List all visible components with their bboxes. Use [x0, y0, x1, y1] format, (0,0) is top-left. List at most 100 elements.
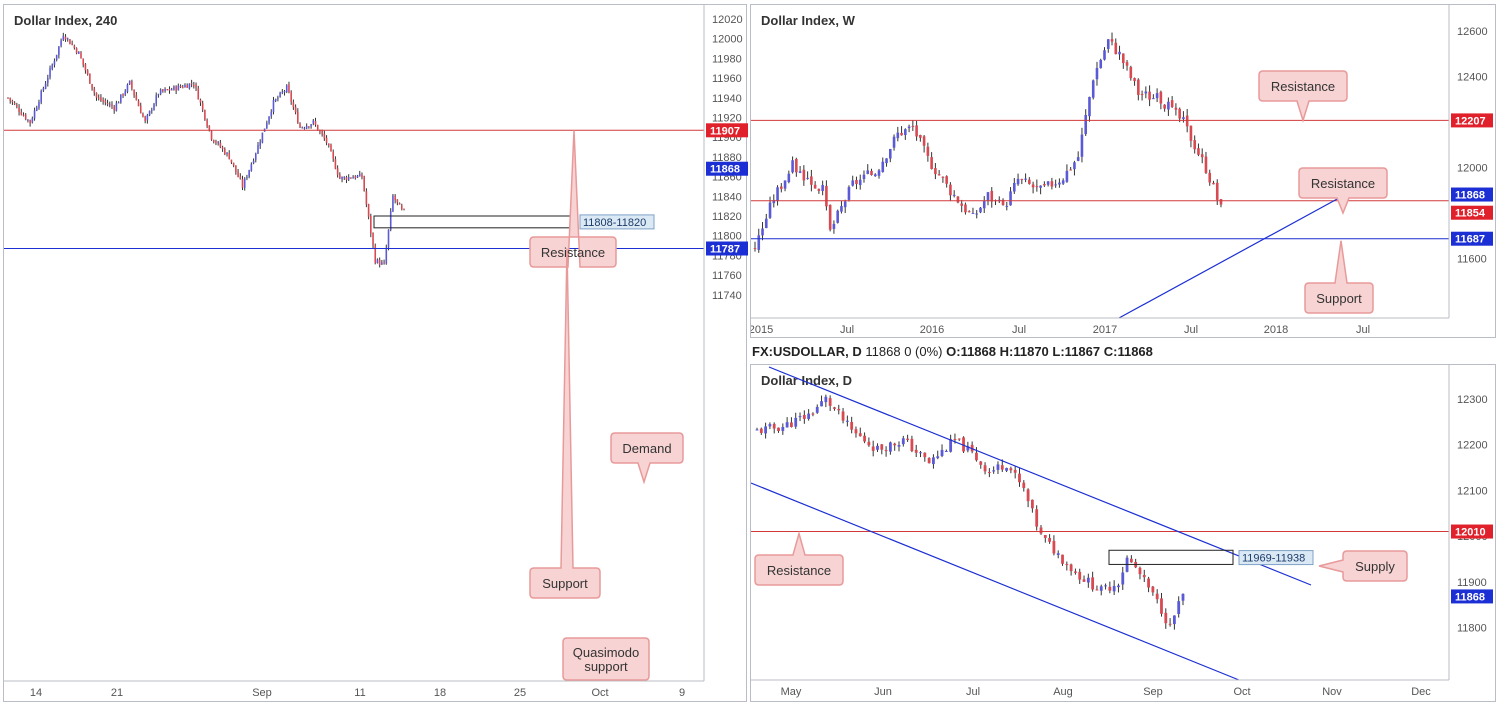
candle-body	[897, 445, 901, 447]
candle-body	[1204, 156, 1208, 173]
candle-body	[1193, 140, 1196, 150]
chart-title-4h: Dollar Index, 240	[14, 13, 118, 28]
candle-body	[193, 84, 195, 86]
candle-body	[811, 413, 815, 415]
chart-4h-svg[interactable]: 11808-1182012020120001198011960119401192…	[4, 5, 748, 703]
candle-body	[330, 144, 332, 152]
channel-upper	[768, 366, 1312, 586]
candle-body	[75, 48, 78, 54]
candle-body	[979, 207, 982, 213]
supply-zone	[1108, 549, 1234, 565]
y-tick-label: 12100	[1457, 485, 1488, 497]
candle-body	[122, 94, 124, 96]
candle-body	[381, 262, 383, 265]
symbol-label: FX:USDOLLAR, D	[752, 344, 862, 359]
callout-box	[754, 530, 844, 586]
candle-body	[159, 89, 162, 95]
x-tick-label: 2015	[751, 324, 773, 336]
candle-body	[117, 102, 120, 104]
demand-zone	[373, 215, 578, 229]
candle-body	[893, 443, 897, 446]
candle-body	[1181, 593, 1185, 601]
callout-support-4h: Support	[529, 248, 601, 599]
candle-body	[885, 158, 888, 164]
chart-title-daily: Dollar Index, D	[761, 373, 853, 388]
chart-daily-svg[interactable]: 11969-1193812300122001210012000119001180…	[751, 365, 1497, 703]
candle-body	[316, 124, 319, 131]
candle-body	[266, 122, 268, 129]
y-tick-label: 11800	[1457, 623, 1487, 635]
candle-body	[47, 77, 49, 84]
candle-body	[1009, 191, 1012, 206]
candle-body	[1065, 564, 1069, 566]
candle-body	[179, 86, 182, 88]
x-tick-label: Nov	[1322, 686, 1342, 698]
callout-box	[529, 130, 617, 268]
candle-body	[257, 145, 259, 154]
candle-body	[82, 58, 85, 65]
candle-body	[55, 54, 58, 61]
candle-body	[807, 413, 811, 419]
candle-body	[768, 202, 772, 218]
candle-body	[252, 160, 255, 164]
chart-weekly-svg[interactable]: 1260012400122001200011800116002015Jul201…	[751, 5, 1497, 339]
candle-body	[155, 95, 158, 104]
candle-body	[828, 398, 832, 406]
candle-body	[1069, 169, 1072, 171]
x-tick-label: May	[781, 686, 802, 698]
zone-label-daily: 11969-11938	[1242, 553, 1305, 565]
candle-body	[837, 408, 841, 411]
candle-body	[305, 125, 308, 129]
candle-body	[387, 229, 390, 248]
candle-body	[785, 422, 789, 428]
candle-body	[919, 452, 922, 454]
candle-body	[768, 424, 772, 427]
candle-body	[254, 153, 257, 160]
x-tick-label: 2016	[920, 324, 944, 336]
candle-body	[1046, 181, 1050, 185]
candle-body	[1215, 182, 1219, 200]
x-tick-label: Aug	[1053, 686, 1073, 698]
candle-body	[926, 146, 930, 156]
candle-body	[232, 162, 235, 166]
candle-body	[1016, 178, 1020, 185]
candle-body	[764, 218, 768, 229]
candle-body	[802, 414, 806, 419]
candle-body	[975, 213, 979, 215]
candle-body	[757, 235, 761, 250]
candle-body	[806, 177, 809, 179]
callout-resistance-weekly: Resistance	[1258, 70, 1348, 123]
candle-body	[153, 104, 155, 111]
price-tag	[1451, 187, 1493, 202]
candle-body	[86, 70, 89, 75]
candle-body	[1026, 489, 1030, 502]
candle-body	[396, 199, 399, 203]
candle-body	[1112, 585, 1116, 592]
candle-body	[820, 401, 823, 407]
callout-label: support	[584, 659, 628, 674]
candle-body	[126, 84, 129, 92]
candle-body	[862, 174, 866, 180]
x-tick-label: Jul	[840, 324, 854, 336]
candle-body	[20, 112, 23, 115]
candle-body	[971, 212, 975, 214]
candle-body	[367, 204, 370, 217]
candle-body	[177, 85, 180, 91]
y-tick-label: 12020	[712, 14, 743, 26]
candle-body	[1013, 469, 1017, 473]
x-tick-label: Sep	[1143, 686, 1163, 698]
candle-body	[277, 97, 279, 99]
candle-body	[1177, 601, 1181, 614]
candle-body	[979, 461, 983, 465]
candle-body	[1013, 182, 1016, 192]
candle-body	[1069, 564, 1073, 572]
candle-body	[930, 157, 933, 170]
candle-body	[825, 185, 828, 207]
candle-body	[876, 445, 879, 450]
zone-label-box-daily	[1238, 550, 1314, 566]
candle-body	[343, 176, 346, 178]
price-tag-label: 11907	[710, 125, 740, 137]
candle-body	[294, 106, 297, 113]
candle-body	[1182, 117, 1185, 120]
price-tag-label: 12010	[1455, 527, 1486, 539]
